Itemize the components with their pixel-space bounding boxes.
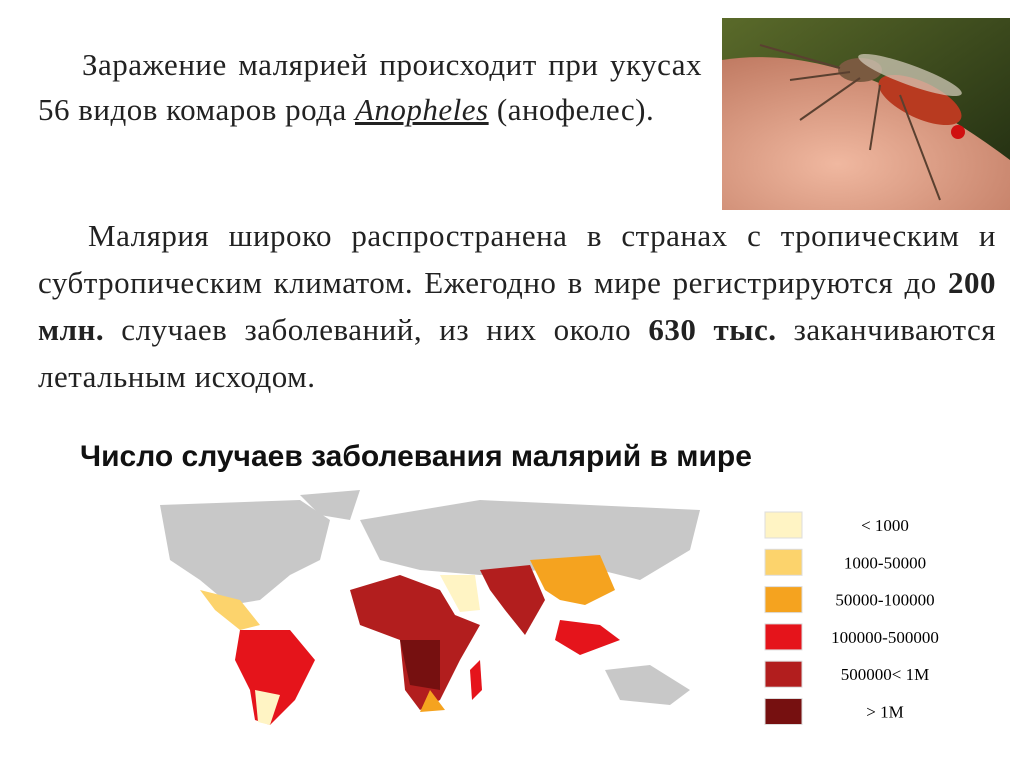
legend-label: 1000-50000 bbox=[844, 553, 926, 572]
legend-label: 100000-500000 bbox=[831, 628, 939, 647]
legend-swatch bbox=[764, 586, 803, 614]
bold-text: 200 млн. bbox=[38, 265, 996, 347]
legend-swatch bbox=[764, 623, 803, 651]
legend-swatch bbox=[764, 660, 803, 688]
map-title: Число случаев заболевания малярий в мире bbox=[80, 440, 752, 473]
legend-swatch bbox=[764, 548, 803, 576]
legend-label: 50000-100000 bbox=[835, 591, 934, 610]
legend-label: > 1M bbox=[866, 703, 903, 722]
text: (анофелес). bbox=[488, 92, 655, 127]
text: случаев заболеваний, из них около bbox=[104, 312, 649, 347]
legend-label: < 1000 bbox=[861, 516, 909, 535]
legend-swatch bbox=[764, 511, 803, 539]
legend-swatch bbox=[764, 698, 803, 725]
text: заканчиваются летальным исходом. bbox=[38, 312, 996, 394]
paragraph: Малярия широко распространена в странах … bbox=[38, 212, 996, 400]
legend: < 1000 1000-50000 50000-100000 100000-50000… bbox=[764, 511, 939, 725]
world-map bbox=[160, 490, 700, 725]
genus: Anopheles bbox=[354, 92, 489, 127]
legend-label: 500000< 1M bbox=[841, 665, 929, 684]
paragraph: Заражение малярией происходит при укусах… bbox=[38, 42, 702, 132]
text: Малярия широко распространена в странах … bbox=[38, 218, 996, 300]
bold-text: 630 тыс. bbox=[648, 312, 777, 347]
mosquito-photo bbox=[722, 18, 1010, 211]
text: Заражение малярией происходит при укусах… bbox=[38, 47, 702, 127]
